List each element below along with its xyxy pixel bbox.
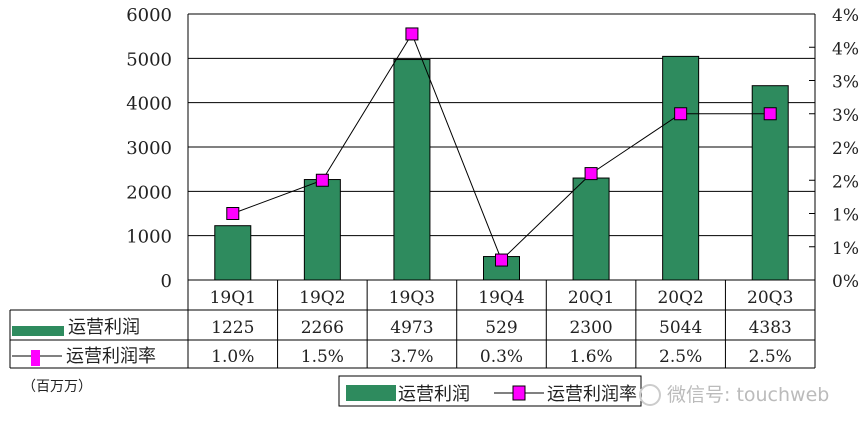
x-tick-label: 20Q2 [657, 288, 703, 308]
table-cell-value: 529 [485, 318, 517, 338]
table-cell-value: 4383 [749, 318, 792, 338]
unit-note: （百万万） [22, 379, 92, 395]
legend-label-profit: 运营利润 [398, 384, 470, 405]
x-tick-label: 20Q1 [568, 288, 614, 308]
bar [662, 55, 700, 281]
table-cell-value: 5044 [659, 318, 702, 338]
y-left-tick-label: 3000 [126, 138, 172, 159]
y-right-tick-label: 4% [832, 6, 859, 26]
y-right-tick-label: 2% [832, 139, 859, 159]
line-point [495, 253, 508, 267]
x-tick-label: 20Q3 [747, 288, 793, 308]
y-left-tick-label: 6000 [126, 5, 172, 26]
y-left-tick-label: 5000 [126, 49, 172, 70]
table-cell-rate: 1.6% [569, 347, 612, 367]
table-cell-value: 4973 [390, 318, 433, 338]
y-left-tick-label: 2000 [126, 182, 172, 203]
y-right-tick-label: 0% [832, 272, 859, 292]
legend-key-marker [31, 350, 40, 366]
table-cell-rate: 0.3% [480, 347, 523, 367]
bar [214, 225, 252, 281]
line-point [405, 27, 419, 41]
watermark: 微信号: touchweb [667, 384, 829, 406]
bar [572, 177, 610, 281]
legend-label-margin: 运营利润率 [547, 384, 637, 405]
line-point [584, 167, 598, 181]
legend-marker-swatch [512, 385, 526, 401]
x-tick-label: 19Q4 [478, 288, 524, 308]
x-tick-label: 19Q3 [389, 288, 435, 308]
wechat-icon [639, 384, 661, 406]
bar [303, 179, 341, 281]
table-cell-rate: 2.5% [659, 347, 702, 367]
legend-key-bar [12, 326, 64, 336]
y-right-tick-label: 2% [832, 172, 859, 192]
x-tick-label: 19Q2 [299, 288, 345, 308]
table-cell-value: 2300 [569, 318, 612, 338]
y-left-tick-label: 4000 [126, 94, 172, 115]
table-cell-rate: 2.5% [749, 347, 792, 367]
line-point [315, 173, 329, 187]
x-tick-label: 19Q1 [210, 288, 256, 308]
y-right-tick-label: 3% [832, 73, 859, 93]
legend-bar-swatch [346, 385, 396, 401]
table-cell-rate: 1.5% [301, 347, 344, 367]
table-cell-rate: 3.7% [390, 347, 433, 367]
y-right-tick-label: 3% [832, 106, 859, 126]
bar [751, 85, 789, 281]
table-cell-value: 1225 [211, 318, 254, 338]
line-point [226, 207, 240, 220]
y-left-tick-label: 0 [161, 271, 172, 292]
table-cell-value: 2266 [301, 318, 344, 338]
row-label-profit: 运营利润 [68, 317, 140, 338]
y-left-tick-label: 1000 [126, 227, 172, 248]
y-right-tick-label: 1% [832, 206, 859, 226]
table-cell-rate: 1.0% [211, 347, 254, 367]
line-point [674, 107, 688, 121]
row-label-margin: 运营利润率 [66, 346, 156, 367]
y-right-tick-label: 1% [832, 239, 859, 259]
line-point [763, 107, 777, 121]
y-right-tick-label: 4% [832, 39, 859, 59]
bar [393, 59, 431, 281]
